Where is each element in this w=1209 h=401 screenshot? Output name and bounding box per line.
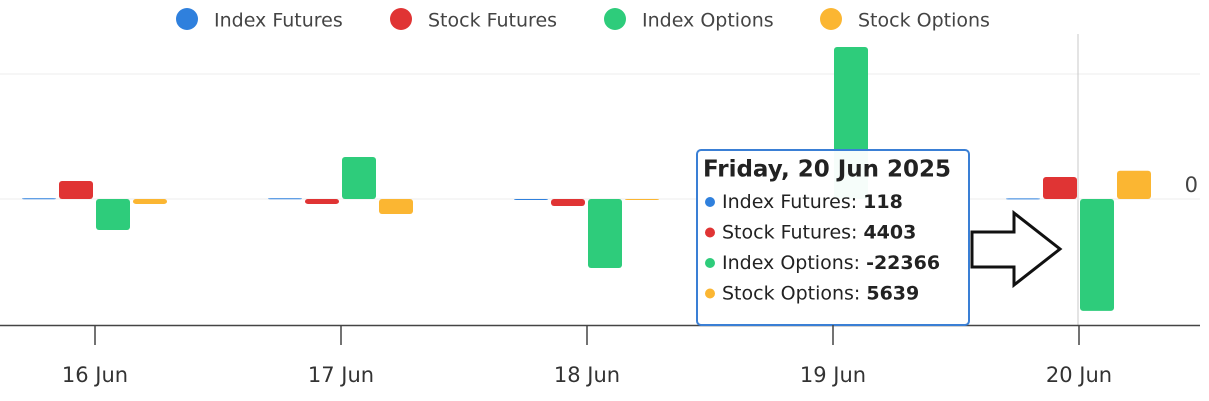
tooltip-row: Index Options: -22366 — [722, 252, 940, 274]
tooltip-row: Index Futures: 118 — [722, 191, 903, 213]
legend-label: Stock Options — [858, 10, 990, 32]
tooltip-label: Stock Futures: — [722, 221, 857, 243]
tooltip-dot — [705, 258, 715, 268]
legend-dot — [604, 8, 626, 30]
bar — [1117, 170, 1151, 199]
bar — [305, 199, 339, 204]
bar — [625, 199, 659, 200]
bar — [551, 199, 585, 206]
legend-dot — [820, 8, 842, 30]
tooltip-value: 118 — [863, 191, 903, 213]
bar — [342, 157, 376, 199]
bar — [59, 181, 93, 199]
bar — [133, 199, 167, 204]
tooltip-dot — [705, 197, 715, 207]
tooltip-row: Stock Futures: 4403 — [722, 221, 916, 243]
bar — [22, 198, 56, 200]
tooltip: Friday, 20 Jun 2025 Index Futures: 118 Sto… — [696, 149, 970, 326]
x-tick-label: 19 Jun — [800, 363, 866, 387]
bar — [514, 199, 548, 200]
bar — [1080, 199, 1114, 311]
x-tick-label: 18 Jun — [554, 363, 620, 387]
tooltip-label: Stock Options: — [722, 282, 860, 304]
bar — [1043, 176, 1077, 199]
x-tick-label: 16 Jun — [62, 363, 128, 387]
bar — [379, 199, 413, 214]
bar — [96, 199, 130, 230]
legend-dot — [390, 8, 412, 30]
tooltip-value: -22366 — [866, 252, 940, 274]
legend: Index Futures Stock Futures Index Options S… — [176, 8, 990, 32]
legend-label: Index Options — [642, 10, 774, 32]
tooltip-dot — [705, 288, 715, 299]
tooltip-row: Stock Options: 5639 — [722, 282, 919, 304]
tooltip-label: Index Options: — [722, 252, 860, 274]
bar — [588, 199, 622, 268]
tooltip-dot — [705, 227, 715, 238]
bars — [0, 47, 1200, 311]
x-tick-label: 17 Jun — [308, 363, 374, 387]
tooltip-value: 5639 — [866, 282, 919, 304]
bar — [268, 198, 302, 200]
legend-label: Index Futures — [214, 10, 343, 32]
tooltip-title: Friday, 20 Jun 2025 — [703, 157, 951, 183]
tooltip-value: 4403 — [863, 221, 916, 243]
tooltip-label: Index Futures: — [722, 191, 857, 213]
y-tick-label: 0 — [1185, 173, 1198, 197]
arrow — [970, 209, 1063, 289]
legend-dot — [176, 8, 198, 30]
bar — [1006, 198, 1040, 200]
legend-label: Stock Futures — [428, 10, 557, 32]
x-tick-label: 20 Jun — [1046, 363, 1112, 387]
